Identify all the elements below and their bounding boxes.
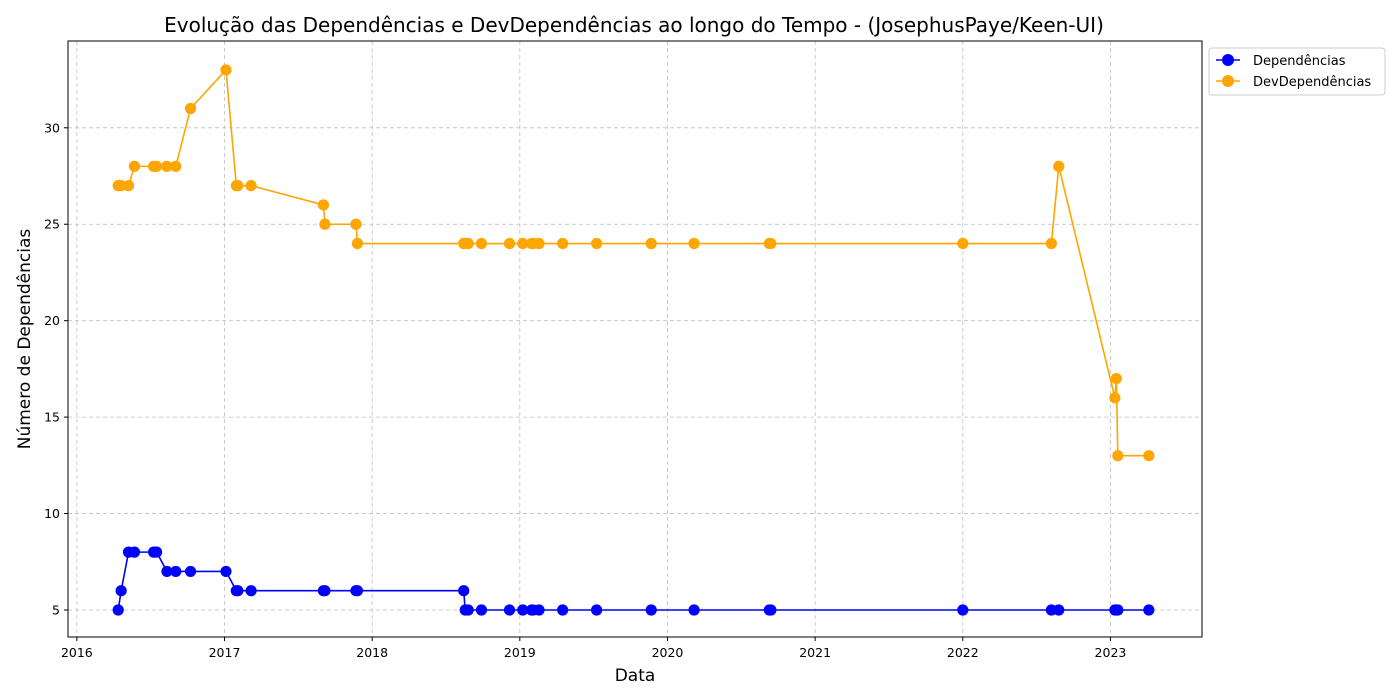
x-axis-ticks: 2016 2017 2018 2019 2020 2021 2022 2023	[61, 637, 1126, 660]
data-point-devdependencias	[1110, 372, 1122, 385]
x-tick-label: 2021	[799, 645, 831, 660]
y-tick-label: 30	[44, 120, 60, 135]
legend-marker-devdependencias	[1222, 75, 1234, 87]
data-point-dependencias	[1053, 604, 1065, 616]
y-tick-label: 25	[44, 217, 60, 232]
grid-layer	[68, 41, 1202, 637]
data-point-dependencias	[232, 585, 244, 597]
data-point-dependencias	[220, 565, 232, 578]
data-point-dependencias	[1112, 604, 1124, 616]
data-point-devdependencias	[122, 180, 135, 192]
data-point-devdependencias	[1143, 450, 1155, 462]
x-tick-label: 2019	[504, 645, 536, 660]
legend: Dependências DevDependências	[1208, 47, 1386, 96]
x-tick-label: 2023	[1095, 645, 1127, 660]
data-point-devdependencias	[319, 218, 331, 230]
data-point-devdependencias	[533, 237, 545, 250]
data-point-dependencias	[128, 546, 141, 558]
data-point-dependencias	[765, 604, 777, 616]
data-point-dependencias	[533, 604, 545, 616]
data-point-dependencias	[112, 604, 124, 616]
x-tick-label: 2017	[209, 645, 241, 660]
legend-label-devdependencias: DevDependências	[1253, 75, 1371, 90]
series-devdependencias	[112, 64, 1155, 462]
data-point-devdependencias	[765, 237, 777, 250]
data-point-dependencias	[688, 604, 700, 616]
data-point-devdependencias	[475, 237, 488, 250]
data-point-devdependencias	[1109, 392, 1121, 404]
series-dependencias	[112, 546, 1155, 616]
data-point-devdependencias	[150, 160, 163, 172]
data-point-devdependencias	[184, 102, 197, 115]
data-point-dependencias	[462, 604, 474, 616]
data-point-dependencias	[591, 604, 603, 616]
data-point-devdependencias	[232, 180, 244, 192]
data-point-devdependencias	[128, 160, 141, 172]
x-tick-label: 2018	[356, 645, 388, 660]
data-point-dependencias	[458, 585, 470, 597]
data-point-devdependencias	[317, 199, 330, 211]
data-point-dependencias	[184, 565, 197, 578]
data-point-devdependencias	[1112, 450, 1124, 462]
data-point-devdependencias	[503, 237, 516, 250]
data-point-devdependencias	[350, 218, 362, 230]
series-layer	[112, 64, 1155, 616]
chart-title: Evolução das Dependências e DevDependênc…	[164, 13, 1104, 37]
data-point-dependencias	[957, 604, 969, 616]
data-point-dependencias	[170, 565, 182, 578]
data-point-dependencias	[115, 585, 127, 597]
data-point-dependencias	[1143, 604, 1155, 616]
data-point-dependencias	[161, 565, 173, 578]
y-tick-label: 10	[44, 506, 60, 521]
data-point-devdependencias	[688, 237, 700, 250]
legend-box	[1208, 47, 1386, 96]
y-axis-ticks: 5 10 15 20 25 30	[44, 120, 68, 617]
y-axis-label: Número de Dependências	[15, 229, 35, 450]
data-point-devdependencias	[161, 160, 173, 172]
legend-marker-dependencias	[1222, 54, 1234, 66]
data-point-dependencias	[351, 585, 364, 597]
plot-area-frame	[67, 40, 1203, 638]
data-point-dependencias	[245, 585, 257, 597]
data-point-devdependencias	[462, 237, 474, 250]
data-point-devdependencias	[517, 237, 529, 250]
y-tick-label: 5	[52, 602, 60, 617]
legend-label-dependencias: Dependências	[1253, 54, 1346, 69]
y-tick-label: 20	[44, 313, 60, 328]
x-tick-label: 2020	[652, 645, 684, 660]
data-point-devdependencias	[957, 237, 969, 250]
data-point-dependencias	[150, 546, 163, 558]
data-point-dependencias	[475, 604, 488, 616]
data-point-dependencias	[503, 604, 516, 616]
data-point-devdependencias	[591, 237, 603, 250]
series-line-dependencias	[117, 551, 1149, 611]
data-point-dependencias	[517, 604, 529, 616]
data-point-devdependencias	[645, 237, 657, 250]
data-point-devdependencias	[1053, 160, 1065, 172]
data-point-devdependencias	[220, 64, 232, 76]
data-point-devdependencias	[1045, 237, 1057, 250]
x-tick-label: 2022	[947, 645, 979, 660]
x-tick-label: 2016	[61, 645, 93, 660]
data-point-dependencias	[319, 585, 331, 597]
data-point-devdependencias	[245, 180, 257, 192]
data-point-devdependencias	[170, 160, 182, 172]
data-point-dependencias	[557, 604, 569, 616]
data-point-dependencias	[645, 604, 657, 616]
y-tick-label: 15	[44, 410, 60, 425]
data-point-devdependencias	[351, 237, 364, 250]
x-axis-label: Data	[615, 666, 656, 686]
data-point-devdependencias	[557, 237, 569, 250]
